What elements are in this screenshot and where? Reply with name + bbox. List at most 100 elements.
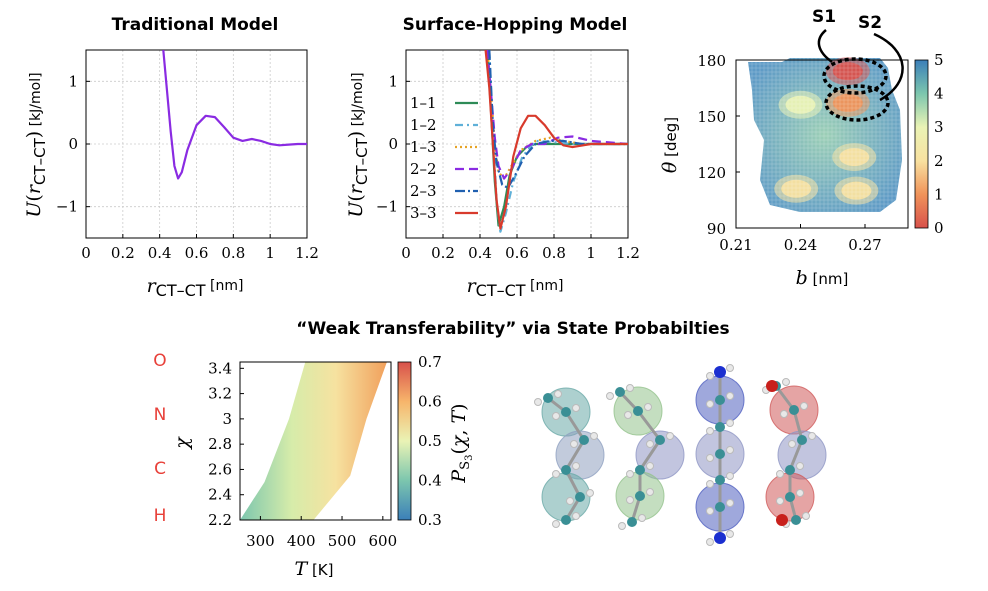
nitrogen-atom [714, 366, 726, 378]
hydrogen-atom [552, 412, 560, 420]
surface-series-line-3 [486, 50, 628, 180]
hydrogen-atom [706, 538, 714, 546]
carbon-atom [561, 465, 571, 475]
btheta-xtick: 0.27 [848, 236, 881, 254]
legend-label: 1–1 [410, 94, 437, 112]
chit-ytick: 2.6 [208, 460, 232, 478]
carbon-atom [579, 435, 589, 445]
btheta-xtick: 0.24 [784, 236, 817, 254]
surface-xtick: 0.4 [468, 244, 492, 262]
element-label-o: O [153, 351, 166, 371]
btheta-colorbar-tick: 4 [934, 85, 944, 103]
chit-ytick: 3.2 [208, 385, 232, 403]
btheta-ylabel: θ [deg] [659, 117, 681, 173]
hydrogen-atom [726, 530, 734, 538]
chit-ytick: 2.2 [208, 511, 232, 529]
carbon-atom [797, 435, 807, 445]
surface-title: Surface-Hopping Model [403, 15, 628, 35]
hydrogen-atom [776, 497, 784, 505]
s2-pointer [873, 32, 904, 102]
legend-label: 2–2 [410, 160, 437, 178]
btheta-colorbar-tick: 0 [934, 219, 944, 237]
traditional-ytick: −1 [56, 198, 78, 216]
hydrogen-atom [572, 404, 580, 412]
chit-ytick: 3.4 [208, 359, 232, 377]
chit-heatmap: 300 400 500 600 3.4 3.2 3 2.8 2.6 2.4 2.2 [208, 359, 397, 550]
hydrogen-atom [776, 470, 784, 478]
nitrogen-atom [714, 532, 726, 544]
oxygen-atom [766, 380, 778, 392]
hydrogen-atom [780, 410, 788, 418]
hydrogen-atom [782, 378, 790, 386]
hydrogen-atom [706, 400, 714, 408]
carbon-atom [785, 492, 795, 502]
btheta-ytick: 120 [697, 164, 726, 182]
legend-label: 1–3 [410, 138, 437, 156]
hydrogen-atom [552, 520, 560, 528]
hydrogen-atom [590, 432, 598, 440]
hydrogen-atom [572, 512, 580, 520]
traditional-xtick: 0.6 [185, 244, 209, 262]
btheta-heatmap: 0.21 0.24 0.27 180 150 120 90 [697, 52, 909, 254]
hydrogen-atom [666, 432, 674, 440]
hydrogen-atom [638, 514, 646, 522]
surface-series-line-2 [486, 50, 628, 180]
hydrogen-atom [706, 454, 714, 462]
surface-series-line-5 [484, 50, 628, 230]
chit-colorbar-tick: 0.5 [418, 432, 442, 450]
legend-label: 1–2 [410, 116, 437, 134]
hydrogen-atom [572, 462, 580, 470]
chit-ytick: 3 [222, 410, 232, 428]
carbon-atom [561, 515, 571, 525]
surface-plot: 0 0.2 0.4 0.6 0.8 1 1.2 1 0 −1 1–1 1–2 1–3 2–2 2–3 3–3 [376, 49, 640, 262]
chit-colorbar-tick: 0.7 [418, 353, 442, 371]
hydrogen-atom [802, 512, 810, 520]
carbon-atom [543, 393, 553, 403]
hydrogen-atom [726, 392, 734, 400]
hydrogen-atom [808, 432, 816, 440]
btheta-colorbar-tick: 5 [934, 51, 944, 69]
state-s1-label: S1 [812, 7, 836, 27]
hydrogen-atom [796, 489, 804, 497]
element-label-n: N [154, 405, 167, 425]
chit-xtick: 500 [328, 532, 357, 550]
surface-xtick: 1.2 [616, 244, 640, 262]
traditional-xlabel: rCT–CT [nm] [147, 275, 244, 300]
traditional-xtick: 0 [81, 244, 91, 262]
carbon-atom [715, 475, 725, 485]
hydrogen-atom [644, 403, 652, 411]
btheta-ytick: 150 [697, 108, 726, 126]
hydrogen-atom [646, 488, 654, 496]
chit-xlabel: T [K] [295, 558, 334, 580]
legend-label: 2–3 [410, 182, 437, 200]
hydrogen-atom [618, 522, 626, 530]
hydrogen-atom [646, 440, 654, 448]
btheta-ytick: 180 [697, 52, 726, 70]
hydrogen-atom [626, 470, 634, 478]
btheta-colorbar-tick: 3 [934, 118, 944, 136]
traditional-xtick: 0.4 [148, 244, 172, 262]
btheta-ytick: 90 [707, 220, 726, 238]
traditional-xtick: 0.2 [111, 244, 135, 262]
carbon-atom [615, 387, 625, 397]
hydrogen-atom [646, 462, 654, 470]
carbon-atom [635, 465, 645, 475]
hydrogen-atom [726, 446, 734, 454]
carbon-atom [627, 517, 637, 527]
s2-region [824, 84, 890, 122]
traditional-ytick: 1 [68, 72, 78, 90]
traditional-xtick: 0.8 [221, 244, 245, 262]
hydrogen-atom [554, 390, 562, 398]
carbon-atom [575, 492, 585, 502]
surface-xtick: 0.8 [542, 244, 566, 262]
carbon-atom [715, 502, 725, 512]
chit-ytick: 2.8 [208, 435, 232, 453]
surface-xtick: 0.6 [505, 244, 529, 262]
traditional-series-line-0 [162, 50, 307, 180]
traditional-ylabel: U(rCT–CT) [kJ/mol] [23, 72, 49, 217]
hydrogen-atom [726, 472, 734, 480]
chit-colorbar [397, 361, 412, 521]
chit-colorbar-tick: 0.6 [418, 393, 442, 411]
hydrogen-atom [788, 440, 796, 448]
